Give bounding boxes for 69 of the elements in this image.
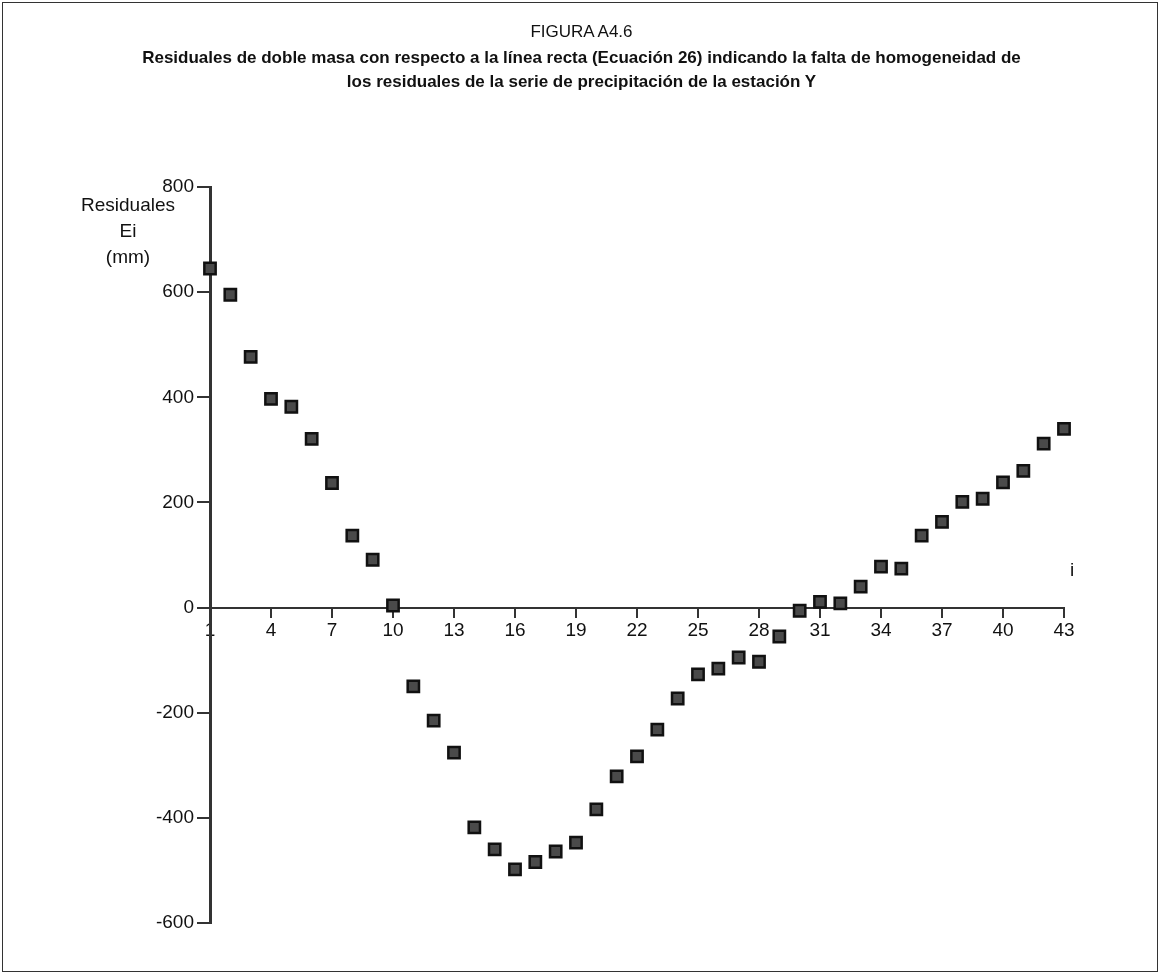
point [711, 661, 726, 676]
x-tick-label: 28 [748, 619, 770, 641]
point [304, 431, 319, 446]
point [833, 596, 848, 611]
point [650, 722, 665, 737]
x-tick-label: 43 [1053, 619, 1075, 641]
point [996, 475, 1010, 490]
point [853, 579, 868, 594]
point [426, 713, 441, 728]
point [243, 349, 258, 364]
point [406, 679, 421, 694]
y-tick-label: 600 [162, 280, 194, 302]
point [731, 650, 746, 665]
y-tick-label: -200 [155, 700, 194, 722]
point [345, 528, 360, 543]
point [813, 594, 827, 609]
x-tick-label: 7 [326, 619, 338, 641]
x-tick-label: 22 [626, 619, 648, 641]
point [935, 514, 949, 529]
chart-title: FIGURA A4.6 [529, 22, 634, 42]
point [975, 491, 990, 506]
point [447, 745, 461, 760]
chart-subtitle: Residuales de doble masa con respecto a la línea recta (Ecuación 26) indicando la falta de homogeneidad de los residuales de la serie de precipitación de la estación Y [141, 47, 1022, 93]
x-tick-label: 13 [443, 619, 465, 641]
y-tick-label: 800 [162, 175, 194, 197]
point [792, 603, 807, 618]
point [670, 691, 685, 706]
x-tick-label: 31 [809, 619, 831, 641]
point [264, 391, 278, 406]
x-axis-title: i [1069, 558, 1075, 580]
point [467, 820, 482, 835]
point [589, 802, 604, 817]
x-tick-label: 37 [931, 619, 953, 641]
point [874, 559, 888, 574]
point [609, 769, 624, 784]
x-tick-label: 40 [992, 619, 1014, 641]
x-tick-label: 25 [687, 619, 709, 641]
point [772, 629, 787, 644]
point [528, 855, 543, 869]
point [955, 495, 970, 509]
point [691, 667, 705, 682]
x-tick-label: 4 [265, 619, 277, 641]
point [508, 862, 522, 877]
point [1057, 421, 1071, 436]
y-axis-title: Residuales Ei (mm) [81, 194, 175, 267]
point [203, 261, 217, 276]
point [487, 842, 502, 857]
point [386, 598, 400, 613]
point [894, 561, 909, 576]
y-tick-label: 0 [183, 595, 194, 617]
point [548, 844, 563, 859]
point [914, 528, 929, 543]
point [1016, 463, 1031, 478]
x-tick-label: 10 [382, 619, 404, 641]
point [223, 287, 238, 302]
point [325, 476, 339, 490]
x-tick-label: 34 [870, 619, 892, 641]
point [1036, 436, 1051, 451]
y-tick-label: -600 [155, 911, 194, 933]
y-tick-label: 200 [162, 490, 194, 512]
y-tick-label: 400 [162, 385, 194, 407]
point [284, 399, 299, 414]
point [752, 654, 766, 669]
point [365, 552, 380, 567]
point [569, 835, 583, 850]
x-tick-label: 16 [504, 619, 526, 641]
x-tick-label: 19 [565, 619, 587, 641]
point [630, 749, 644, 764]
y-tick-label: -400 [155, 806, 194, 828]
